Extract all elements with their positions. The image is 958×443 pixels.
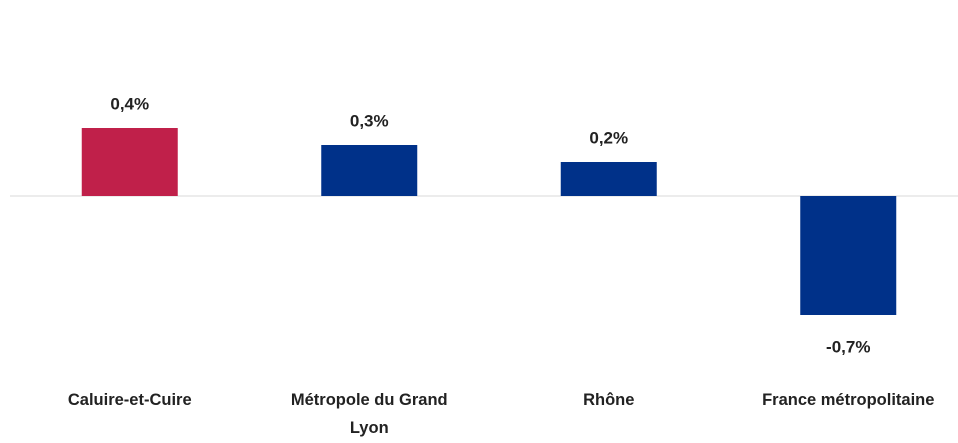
value-label: 0,4% — [110, 94, 149, 113]
bar — [800, 196, 897, 315]
category-label: France métropolitaine — [762, 391, 935, 409]
category-label: Rhône — [583, 391, 635, 409]
category-label: Caluire-et-Cuire — [67, 391, 192, 409]
category-label: Métropole du Grand Lyon — [290, 391, 448, 437]
bar — [560, 162, 657, 196]
value-label: 0,2% — [589, 128, 628, 147]
value-label: 0,3% — [350, 111, 389, 130]
value-label: -0,7% — [826, 337, 870, 356]
bar — [81, 128, 178, 196]
bar — [321, 145, 418, 196]
